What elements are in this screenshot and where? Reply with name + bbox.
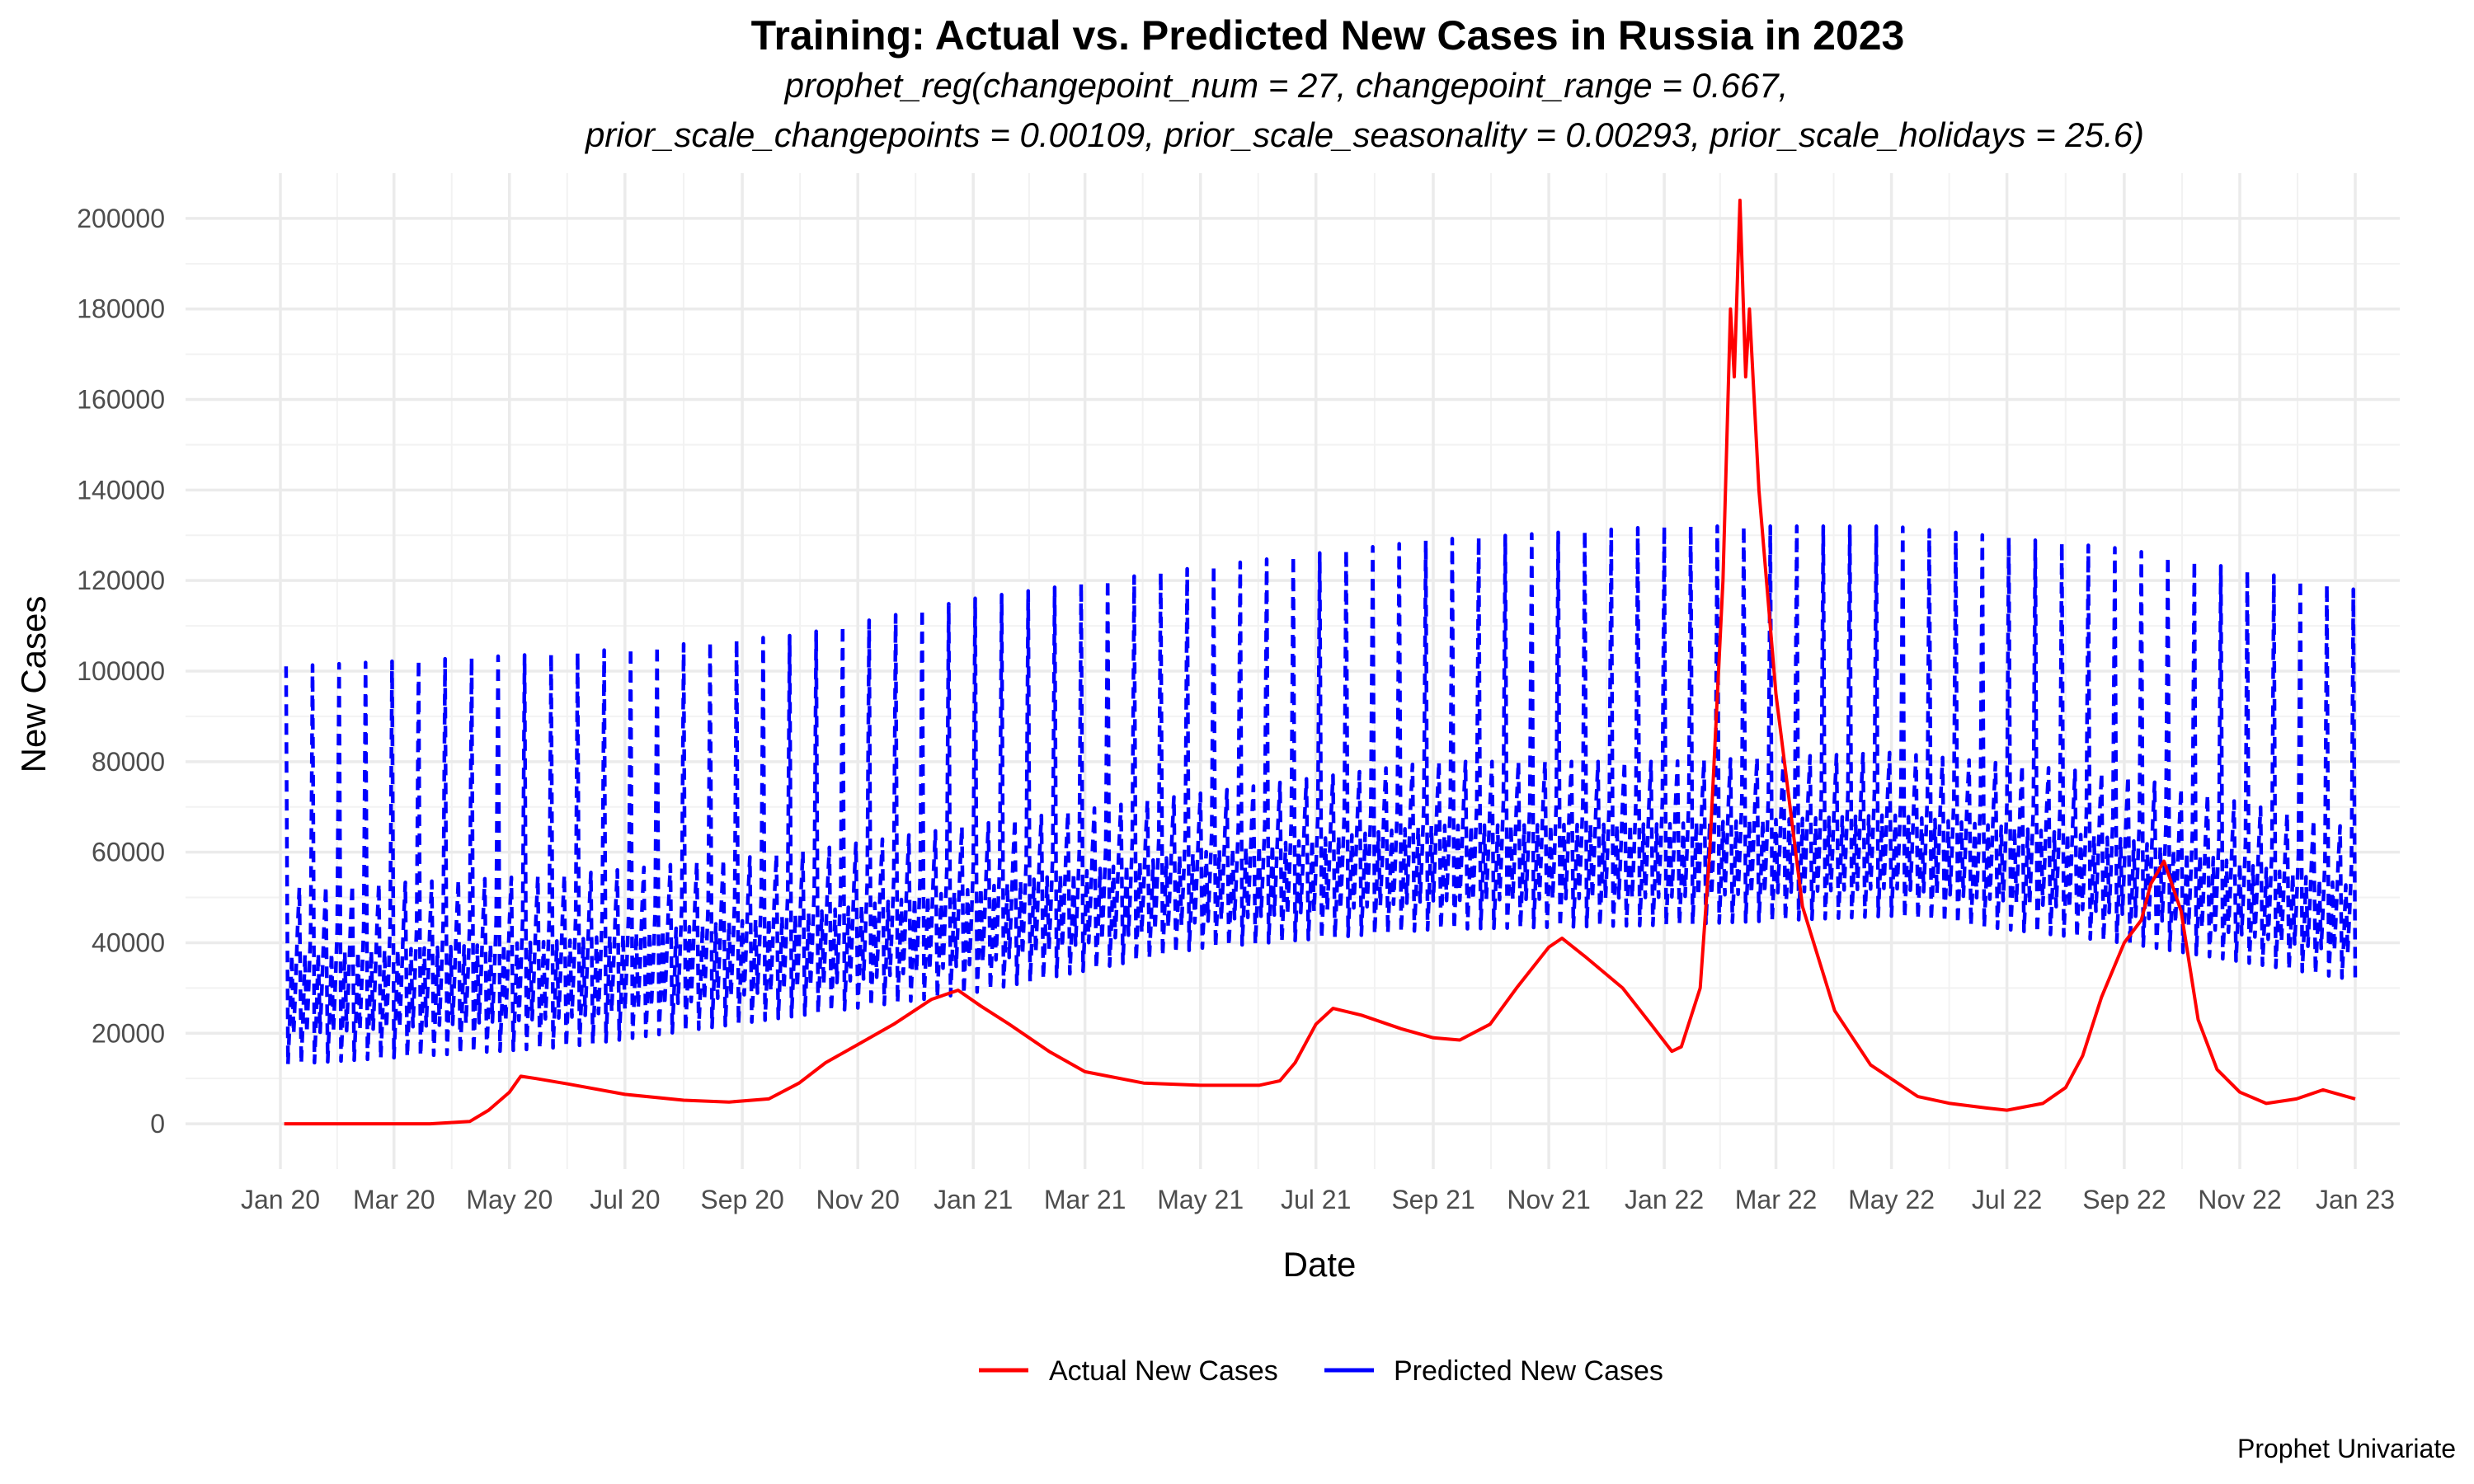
y-tick-label: 100000 — [77, 656, 165, 686]
y-tick-label: 180000 — [77, 294, 165, 324]
x-tick-label: Sep 22 — [2082, 1185, 2166, 1214]
y-tick-label: 0 — [150, 1109, 165, 1139]
x-tick-label: Jan 20 — [241, 1185, 320, 1214]
x-tick-label: Jan 21 — [934, 1185, 1013, 1214]
y-tick-label: 20000 — [92, 1018, 165, 1048]
x-axis-title: Date — [1283, 1245, 1357, 1284]
legend: Actual New Cases Predicted New Cases — [979, 1355, 1663, 1387]
x-tick-label: Jan 23 — [2316, 1185, 2395, 1214]
x-tick-label: Sep 20 — [700, 1185, 783, 1214]
chart-caption: Prophet Univariate — [2237, 1434, 2456, 1463]
y-tick-label: 60000 — [92, 838, 165, 867]
x-tick-label: Mar 21 — [1044, 1185, 1126, 1214]
legend-label-predicted: Predicted New Cases — [1394, 1355, 1663, 1387]
series-predicted-new-cases — [284, 524, 2358, 1067]
y-axis-title: New Cases — [14, 596, 53, 773]
y-tick-label: 160000 — [77, 385, 165, 415]
legend-label-actual: Actual New Cases — [1049, 1355, 1278, 1387]
y-tick-label: 120000 — [77, 566, 165, 595]
x-axis-ticks: Jan 20 Mar 20 May 20 Jul 20 Sep 20 Nov 20 Jan … — [241, 1185, 2395, 1214]
series-layer — [284, 198, 2358, 1126]
x-tick-label: Nov 22 — [2198, 1185, 2281, 1214]
chart-title: Training: Actual vs. Predicted New Cases… — [751, 12, 1905, 59]
y-tick-label: 80000 — [92, 747, 165, 777]
y-tick-label: 40000 — [92, 928, 165, 957]
x-tick-label: Jan 22 — [1625, 1185, 1704, 1214]
x-tick-label: Nov 21 — [1507, 1185, 1590, 1214]
grid-lines — [186, 173, 2400, 1169]
x-tick-label: Jul 22 — [1972, 1185, 2042, 1214]
series-actual-new-cases — [284, 198, 2356, 1126]
x-tick-label: Mar 20 — [353, 1185, 435, 1214]
x-tick-label: Nov 20 — [816, 1185, 899, 1214]
y-tick-label: 140000 — [77, 475, 165, 505]
x-tick-label: May 20 — [466, 1185, 553, 1214]
x-tick-label: Mar 22 — [1735, 1185, 1818, 1214]
chart-subtitle-line-1: prophet_reg(changepoint_num = 27, change… — [783, 66, 1789, 105]
x-tick-label: Jul 21 — [1281, 1185, 1351, 1214]
x-tick-label: May 22 — [1848, 1185, 1935, 1214]
chart-subtitle-line-2: prior_scale_changepoints = 0.00109, prio… — [584, 115, 2144, 154]
x-tick-label: Sep 21 — [1391, 1185, 1475, 1214]
x-tick-label: May 21 — [1157, 1185, 1244, 1214]
y-tick-label: 200000 — [77, 204, 165, 233]
x-tick-label: Jul 20 — [590, 1185, 660, 1214]
y-axis-ticks: 0 20000 40000 60000 80000 100000 120000 140000 1… — [77, 204, 165, 1139]
